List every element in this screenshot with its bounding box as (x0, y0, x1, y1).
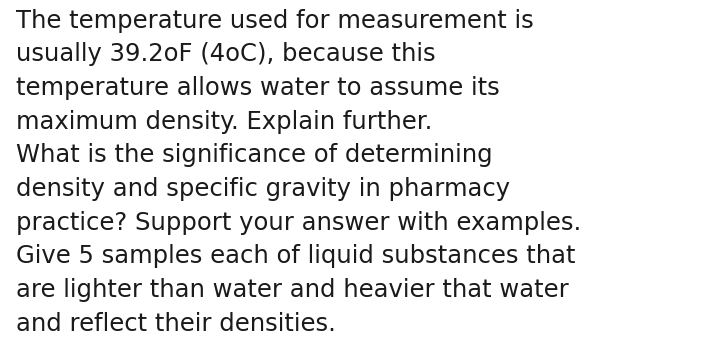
Text: are lighter than water and heavier that water: are lighter than water and heavier that … (16, 278, 569, 302)
Text: What is the significance of determining: What is the significance of determining (16, 143, 493, 167)
Text: The temperature used for measurement is: The temperature used for measurement is (16, 9, 533, 33)
Text: practice? Support your answer with examples.: practice? Support your answer with examp… (16, 211, 581, 235)
Text: temperature allows water to assume its: temperature allows water to assume its (16, 76, 500, 100)
Text: maximum density. Explain further.: maximum density. Explain further. (16, 110, 432, 134)
Text: and reflect their densities.: and reflect their densities. (16, 312, 336, 336)
Text: Give 5 samples each of liquid substances that: Give 5 samples each of liquid substances… (16, 244, 575, 268)
Text: density and specific gravity in pharmacy: density and specific gravity in pharmacy (16, 177, 510, 201)
Text: usually 39.2oF (4oC), because this: usually 39.2oF (4oC), because this (16, 42, 436, 67)
